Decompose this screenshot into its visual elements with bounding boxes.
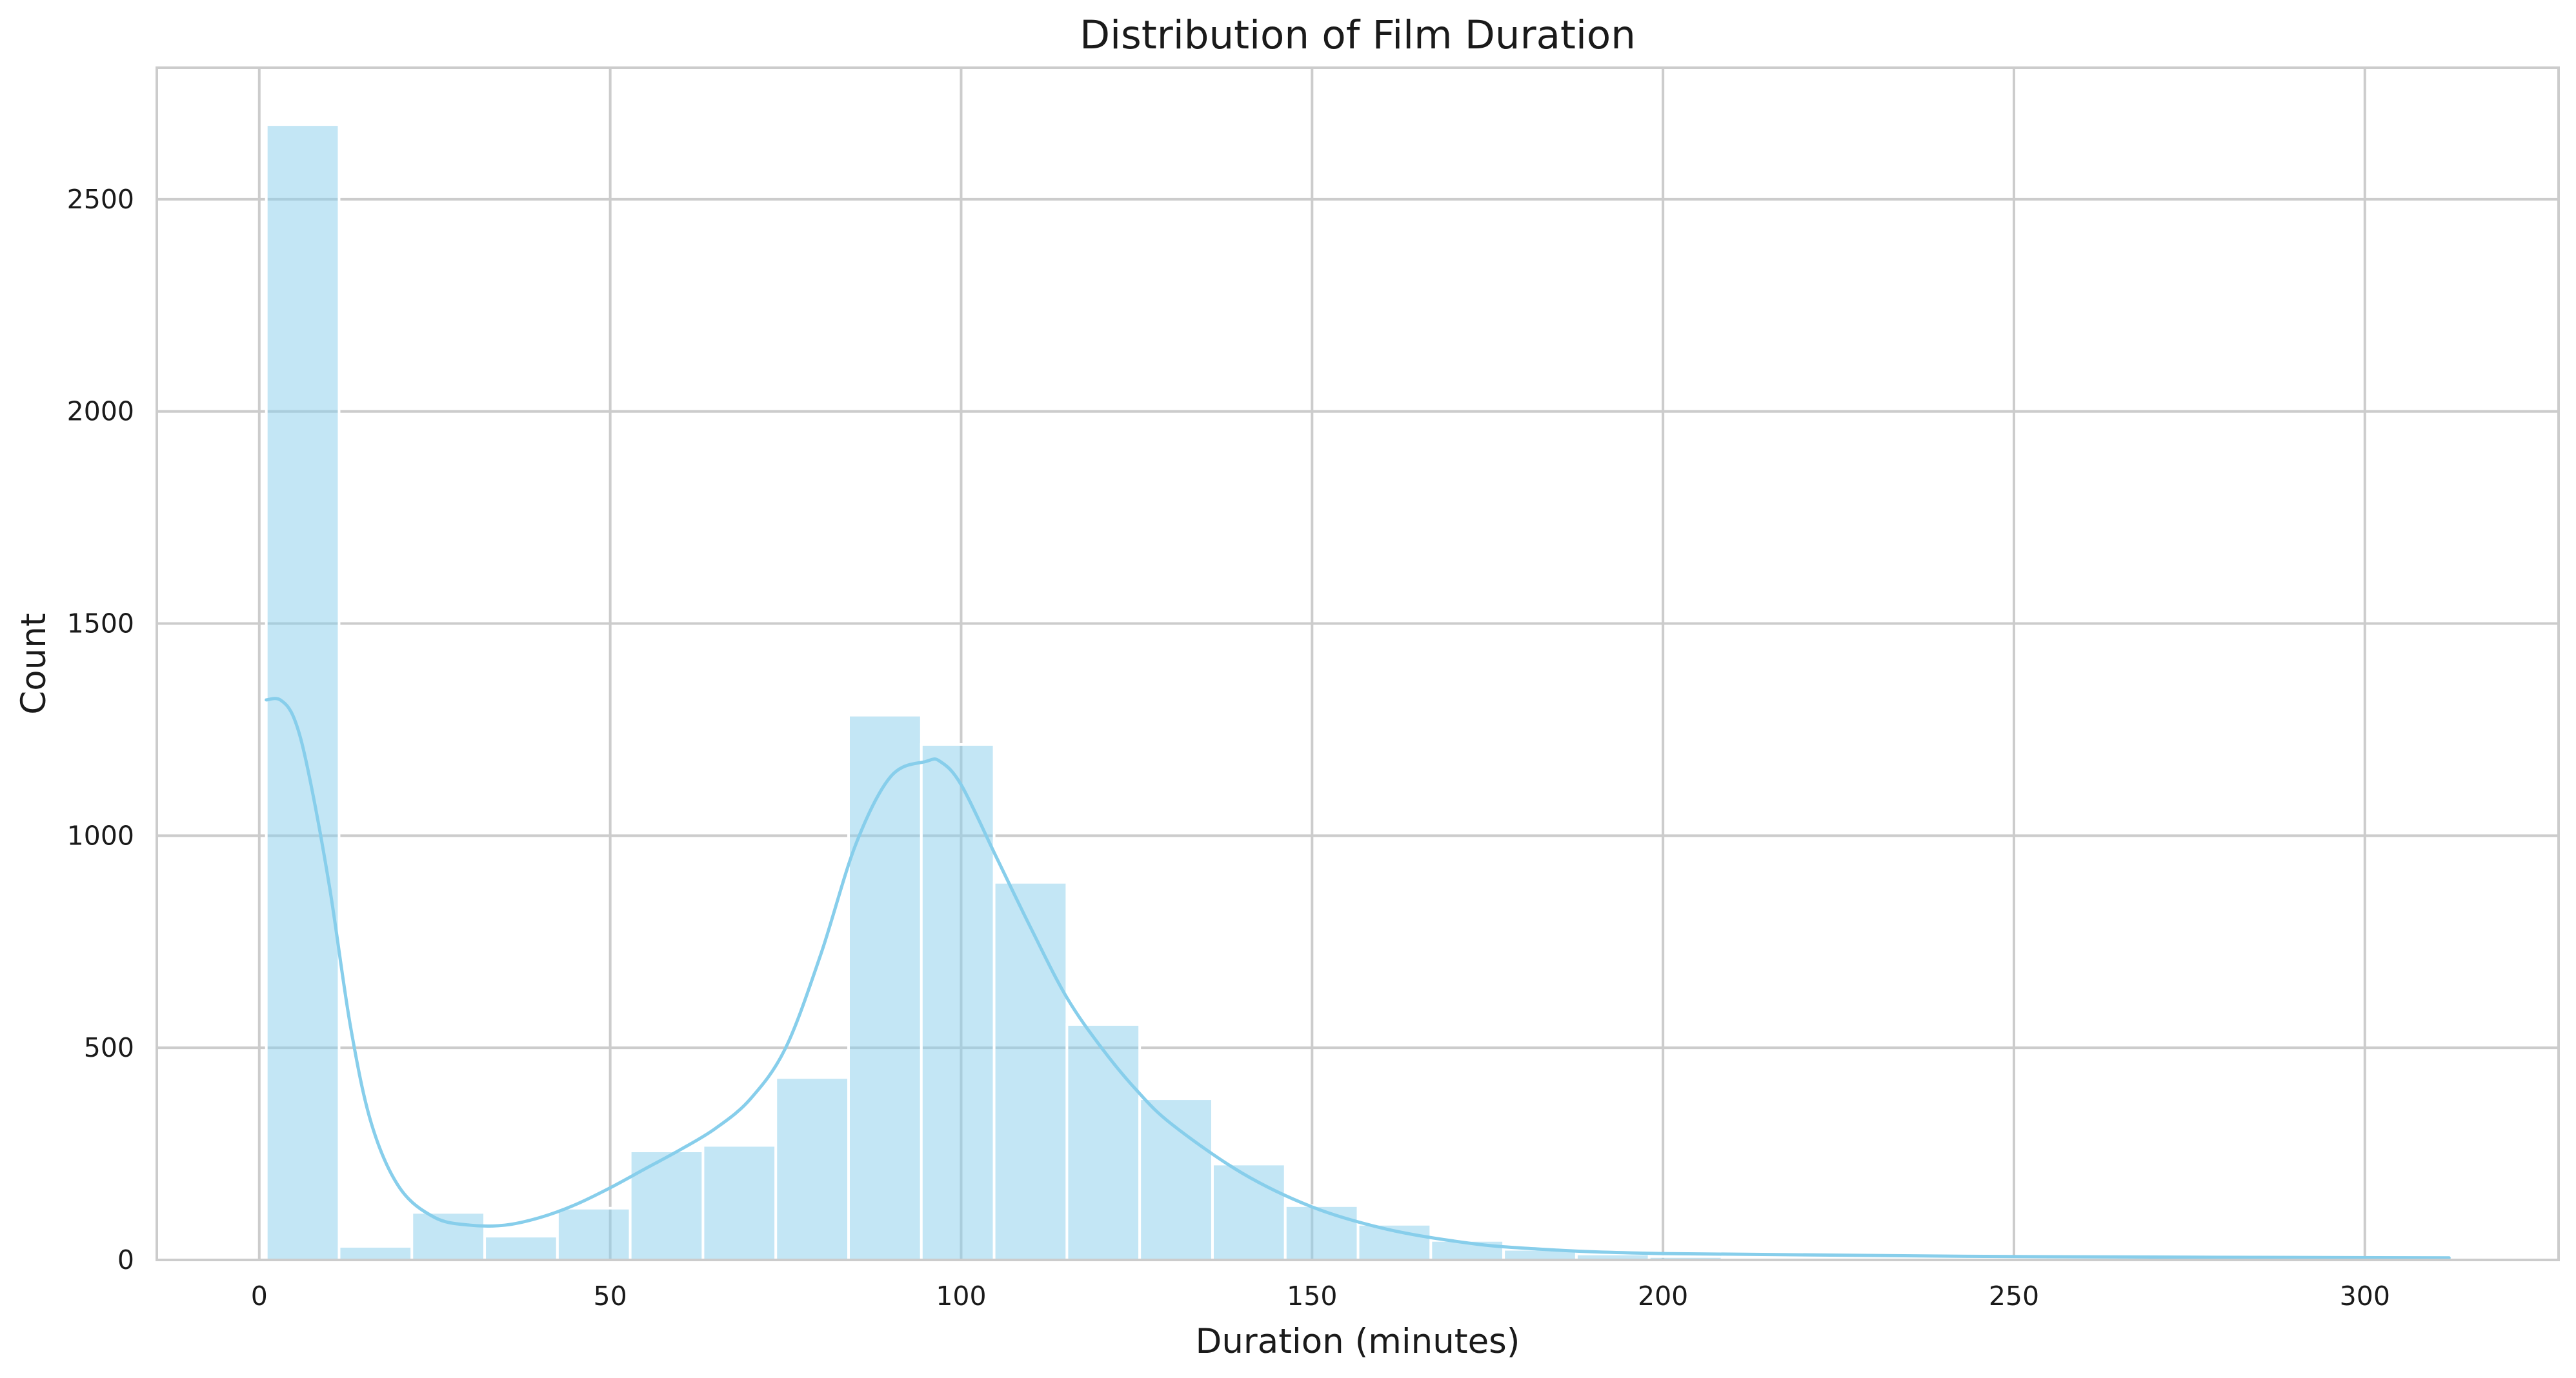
kde-line <box>265 697 2451 1260</box>
histogram-bar <box>410 1211 487 1261</box>
x-tick-labels: 0 50 100 150 200 250 300 <box>251 1281 2390 1312</box>
histogram-bar <box>629 1149 705 1262</box>
histogram-bars <box>265 123 2451 1262</box>
histogram-bar <box>483 1235 559 1261</box>
grid <box>157 68 2559 1261</box>
histogram-bar <box>992 881 1069 1262</box>
y-tick-label: 1500 <box>67 608 134 639</box>
x-tick-label: 300 <box>2340 1281 2390 1312</box>
histogram-bar <box>847 714 923 1261</box>
x-tick-label: 150 <box>1287 1281 1337 1312</box>
x-tick-label: 200 <box>1638 1281 1688 1312</box>
chart-title: Distribution of Film Duration <box>1080 12 1636 58</box>
y-tick-labels: 0 500 1000 1500 2000 2500 <box>67 184 134 1275</box>
y-tick-label: 2000 <box>67 396 134 427</box>
y-tick-label: 0 <box>117 1244 134 1275</box>
y-axis-label: Count <box>14 613 54 714</box>
histogram-bar <box>1283 1204 1360 1262</box>
x-tick-label: 100 <box>936 1281 986 1312</box>
x-tick-label: 50 <box>594 1281 627 1312</box>
x-axis-label: Duration (minutes) <box>1196 1322 1520 1361</box>
histogram-bar <box>556 1206 632 1262</box>
y-tick-label: 1000 <box>67 820 134 851</box>
y-tick-label: 500 <box>84 1032 134 1063</box>
histogram-bar <box>1138 1097 1214 1261</box>
histogram-bar <box>774 1076 850 1261</box>
x-tick-label: 250 <box>1989 1281 2039 1312</box>
histogram-bar <box>1065 1023 1142 1261</box>
histogram-bar <box>265 123 341 1262</box>
y-tick-label: 2500 <box>67 184 134 215</box>
histogram-bar <box>920 743 996 1261</box>
x-tick-label: 0 <box>251 1281 268 1312</box>
histogram-bar <box>701 1144 778 1262</box>
plot-frame <box>156 66 2560 1261</box>
histogram-bar <box>337 1244 414 1262</box>
